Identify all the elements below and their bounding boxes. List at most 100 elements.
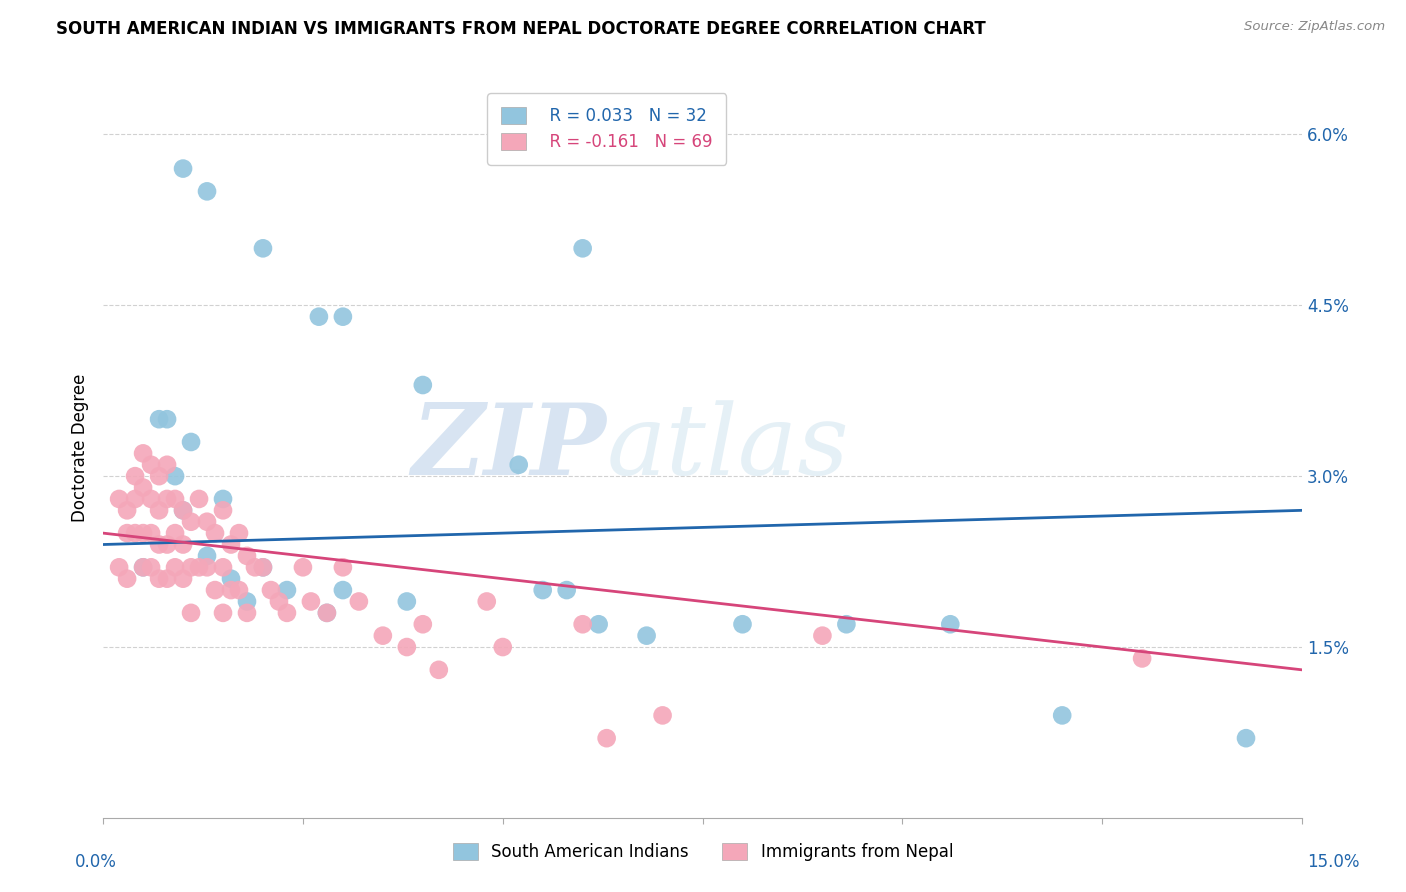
Point: [252, 560, 274, 574]
Point: [1234, 731, 1257, 746]
Point: [180, 515, 202, 529]
Point: [252, 560, 274, 574]
Point: [204, 526, 226, 541]
Point: [260, 583, 283, 598]
Point: [236, 549, 259, 563]
Point: [195, 560, 218, 574]
Point: [395, 640, 418, 654]
Point: [132, 446, 155, 460]
Point: [236, 606, 259, 620]
Point: [172, 572, 194, 586]
Point: [108, 491, 131, 506]
Point: [228, 583, 250, 598]
Point: [1050, 708, 1073, 723]
Point: [148, 469, 170, 483]
Point: [332, 583, 354, 598]
Point: [188, 491, 211, 506]
Point: [115, 526, 138, 541]
Point: [731, 617, 754, 632]
Point: [236, 594, 259, 608]
Point: [188, 560, 211, 574]
Point: [332, 560, 354, 574]
Y-axis label: Doctorate Degree: Doctorate Degree: [72, 374, 89, 522]
Point: [115, 503, 138, 517]
Point: [571, 617, 593, 632]
Point: [219, 572, 242, 586]
Point: [212, 503, 235, 517]
Point: [132, 560, 155, 574]
Point: [124, 491, 146, 506]
Text: SOUTH AMERICAN INDIAN VS IMMIGRANTS FROM NEPAL DOCTORATE DEGREE CORRELATION CHAR: SOUTH AMERICAN INDIAN VS IMMIGRANTS FROM…: [56, 20, 986, 37]
Point: [371, 629, 394, 643]
Legend: South American Indians, Immigrants from Nepal: South American Indians, Immigrants from …: [446, 836, 960, 868]
Point: [204, 583, 226, 598]
Point: [427, 663, 450, 677]
Point: [156, 412, 179, 426]
Point: [412, 617, 434, 632]
Point: [276, 583, 298, 598]
Point: [347, 594, 370, 608]
Point: [308, 310, 330, 324]
Point: [165, 469, 187, 483]
Point: [316, 606, 339, 620]
Point: [195, 185, 218, 199]
Point: [219, 537, 242, 551]
Point: [172, 537, 194, 551]
Point: [180, 435, 202, 450]
Point: [571, 241, 593, 255]
Point: [291, 560, 314, 574]
Point: [299, 594, 322, 608]
Point: [228, 526, 250, 541]
Point: [243, 560, 266, 574]
Text: atlas: atlas: [606, 400, 849, 495]
Text: ZIP: ZIP: [412, 400, 606, 496]
Point: [124, 526, 146, 541]
Point: [316, 606, 339, 620]
Point: [1130, 651, 1153, 665]
Point: [651, 708, 673, 723]
Point: [212, 560, 235, 574]
Point: [115, 572, 138, 586]
Point: [165, 526, 187, 541]
Point: [148, 572, 170, 586]
Point: [156, 458, 179, 472]
Point: [588, 617, 610, 632]
Point: [195, 515, 218, 529]
Point: [219, 583, 242, 598]
Point: [148, 503, 170, 517]
Point: [332, 310, 354, 324]
Point: [108, 560, 131, 574]
Point: [180, 606, 202, 620]
Point: [156, 537, 179, 551]
Point: [156, 572, 179, 586]
Point: [212, 491, 235, 506]
Point: [835, 617, 858, 632]
Point: [252, 241, 274, 255]
Point: [139, 560, 162, 574]
Point: [531, 583, 554, 598]
Point: [276, 606, 298, 620]
Point: [508, 458, 530, 472]
Point: [180, 560, 202, 574]
Text: 0.0%: 0.0%: [75, 853, 117, 871]
Point: [939, 617, 962, 632]
Point: [139, 491, 162, 506]
Point: [267, 594, 290, 608]
Text: 15.0%: 15.0%: [1306, 853, 1360, 871]
Legend:   R = 0.033   N = 32,   R = -0.161   N = 69: R = 0.033 N = 32, R = -0.161 N = 69: [488, 93, 725, 164]
Point: [165, 560, 187, 574]
Point: [212, 606, 235, 620]
Point: [172, 503, 194, 517]
Point: [148, 537, 170, 551]
Point: [139, 458, 162, 472]
Text: Source: ZipAtlas.com: Source: ZipAtlas.com: [1244, 20, 1385, 33]
Point: [132, 481, 155, 495]
Point: [172, 161, 194, 176]
Point: [555, 583, 578, 598]
Point: [148, 412, 170, 426]
Point: [156, 491, 179, 506]
Point: [132, 560, 155, 574]
Point: [165, 491, 187, 506]
Point: [195, 549, 218, 563]
Point: [172, 503, 194, 517]
